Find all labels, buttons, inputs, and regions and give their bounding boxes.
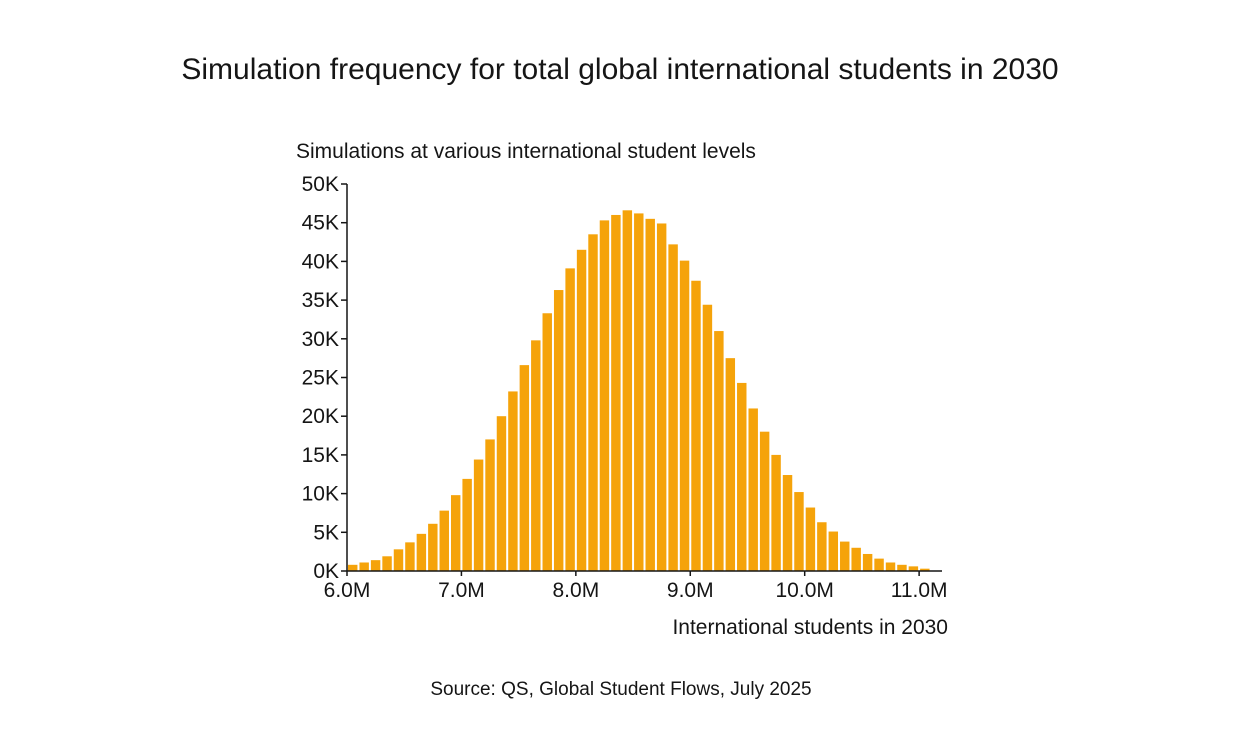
x-tick-label: 8.0M [553, 579, 600, 602]
x-tick-label: 11.0M [891, 579, 948, 602]
y-tick-label: 10K [302, 483, 339, 506]
histogram-bar [519, 365, 530, 571]
histogram-bar [416, 533, 427, 571]
y-tick-label: 15K [302, 444, 339, 467]
y-axis-label: Simulations at various international stu… [296, 140, 756, 163]
y-axis: 0K 5K 10K 15K 20K 25K 30K 35K 40K 45K 50K [302, 173, 348, 583]
histogram-bar [645, 218, 655, 571]
source-note: Source: QS, Global Student Flows, July 2… [430, 679, 811, 700]
histogram-bar [771, 454, 781, 571]
histogram-bar [508, 391, 518, 571]
histogram-bar [611, 214, 621, 571]
y-tick-label: 35K [302, 289, 339, 312]
y-tick-label: 20K [302, 405, 339, 428]
histogram-bar [473, 459, 484, 571]
x-axis: 6.0M 7.0M 8.0M 9.0M 10.0M 11.0M [324, 570, 948, 602]
histogram-bar [370, 560, 381, 571]
histogram-bar [782, 475, 793, 571]
histogram-bar [634, 213, 644, 571]
y-tick-label: 45K [302, 212, 339, 235]
histogram-bar [725, 358, 736, 571]
histogram-bar [622, 210, 633, 571]
histogram-bar [450, 495, 461, 571]
histogram-bar [485, 439, 495, 571]
x-tick-label: 9.0M [667, 579, 714, 602]
x-axis-label: International students in 2030 [672, 616, 948, 639]
histogram-bar [428, 523, 438, 571]
histogram-bar [576, 249, 587, 572]
histogram-bar [588, 234, 598, 571]
histogram-bar [702, 304, 713, 571]
histogram-bar [748, 408, 758, 571]
histogram-bar [599, 220, 610, 571]
histogram-bar [542, 313, 552, 571]
histogram-bar [828, 531, 839, 571]
histogram-bar [897, 564, 907, 571]
histogram-bar [851, 547, 861, 571]
histogram-bar [691, 280, 701, 571]
chart-title: Simulation frequency for total global in… [181, 53, 1058, 86]
histogram-bar [794, 492, 804, 571]
histogram-bar [668, 244, 678, 571]
histogram-bar [679, 260, 690, 571]
histogram-bar [759, 431, 770, 571]
y-tick-label: 25K [302, 367, 339, 390]
histogram-bar [840, 541, 850, 571]
histogram-bar [908, 566, 919, 571]
histogram-bar [805, 507, 816, 571]
x-tick-label: 10.0M [776, 579, 834, 602]
histogram-bar [439, 510, 449, 571]
histogram-bar [348, 564, 358, 571]
histogram-bar [462, 478, 472, 571]
y-tick-label: 40K [302, 250, 339, 273]
histogram-bar [553, 290, 564, 571]
bars-group [348, 210, 930, 572]
histogram-bar [737, 382, 747, 571]
histogram-bar [382, 556, 392, 571]
histogram-bar [920, 568, 930, 571]
y-tick-label: 30K [302, 328, 339, 351]
histogram-bar [531, 340, 541, 571]
histogram-bar [714, 331, 724, 571]
x-tick-label: 7.0M [438, 579, 485, 602]
y-tick-label: 5K [313, 521, 339, 544]
y-tick-label: 0K [313, 560, 339, 583]
histogram-bar [817, 522, 827, 571]
x-tick-label: 6.0M [324, 579, 371, 602]
histogram-bar [565, 268, 575, 571]
y-tick-label: 50K [302, 173, 339, 196]
histogram-bar [874, 558, 884, 571]
histogram-bar [862, 553, 873, 571]
histogram-bar [496, 416, 507, 571]
histogram-bar [359, 562, 369, 571]
histogram-bar [393, 549, 404, 571]
histogram-bar [405, 542, 415, 571]
histogram-bar [656, 223, 667, 571]
histogram-bar [885, 562, 896, 571]
